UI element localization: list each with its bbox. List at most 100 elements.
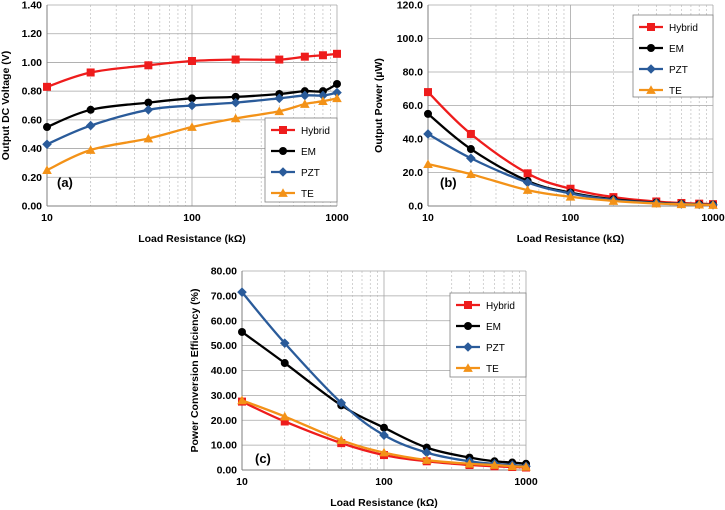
series-te xyxy=(423,159,718,209)
data-point xyxy=(280,359,289,368)
data-point xyxy=(318,90,328,101)
y-tick-label: 70.00 xyxy=(211,290,237,302)
y-tick-label: 60.0 xyxy=(403,100,424,112)
data-point xyxy=(336,435,347,444)
y-tick-label: 80.0 xyxy=(403,67,424,79)
legend-label: PZT xyxy=(301,168,320,179)
y-tick-label: 0.00 xyxy=(217,465,238,477)
y-tick-label: 80.00 xyxy=(211,266,237,278)
data-point xyxy=(274,106,285,116)
data-point xyxy=(380,423,388,432)
data-point xyxy=(231,55,240,64)
data-point xyxy=(237,395,247,405)
chart-output-dc-voltage: 0.00 0.20 0.40 0.60 0.80 1.00 1.20 1.40 10 100 100… xyxy=(0,0,350,250)
data-point xyxy=(421,447,432,458)
data-point xyxy=(521,461,531,471)
series-hybrid xyxy=(43,49,341,91)
data-point xyxy=(143,105,154,115)
data-point xyxy=(379,430,389,440)
data-point xyxy=(187,100,197,111)
data-point xyxy=(188,94,196,103)
legend-label: EM xyxy=(301,147,316,158)
x-axis-title: Load Resistance (kΩ) xyxy=(517,233,625,245)
legend: Hybrid EM PZT TE xyxy=(632,14,714,98)
data-point xyxy=(336,398,347,408)
x-tick-label: 10 xyxy=(422,212,434,224)
data-point xyxy=(523,169,532,178)
axes: 0.00 10.00 20.00 30.00 40.00 50.00 60.00 70.00 8… xyxy=(189,266,538,510)
panel-label: (c) xyxy=(255,451,271,466)
x-axis-title: Load Resistance (kΩ) xyxy=(330,497,438,509)
data-point xyxy=(421,455,432,464)
y-tick-label: 0.80 xyxy=(22,86,43,98)
legend-label: TE xyxy=(301,189,314,200)
axes: 0.0 20.0 40.0 60.0 80.0 100.0 120.0 10 100 1000 Lo… xyxy=(373,0,725,245)
data-point xyxy=(332,87,342,98)
data-point xyxy=(379,447,389,457)
legend-marker xyxy=(464,301,472,309)
data-point xyxy=(422,443,431,452)
legend-marker xyxy=(463,342,473,352)
data-point xyxy=(85,145,96,154)
y-tick-label: 0.20 xyxy=(22,172,43,184)
legend-box xyxy=(632,14,714,98)
chart-a-svg: 0.00 0.20 0.40 0.60 0.80 1.00 1.20 1.40 10 100 100… xyxy=(0,0,349,245)
x-axis-title: Load Resistance (kΩ) xyxy=(138,233,246,245)
legend-label: PZT xyxy=(486,343,505,354)
data-point xyxy=(694,199,704,209)
panel-label: (a) xyxy=(57,175,73,190)
x-tick-label: 100 xyxy=(183,212,201,224)
x-tick-label: 10 xyxy=(236,476,248,488)
legend-label: TE xyxy=(486,364,499,375)
chart-c-svg: 0.00 10.00 20.00 30.00 40.00 50.00 60.00 70.00 8… xyxy=(189,266,538,510)
data-point xyxy=(144,98,153,107)
data-point xyxy=(85,120,96,131)
legend-marker xyxy=(279,147,287,155)
legend-box xyxy=(264,117,338,203)
data-point xyxy=(300,52,309,61)
legend-marker xyxy=(463,363,473,372)
data-point xyxy=(464,458,475,468)
data-point xyxy=(188,56,196,65)
data-point xyxy=(676,199,687,209)
data-point xyxy=(318,51,327,60)
data-point xyxy=(300,99,310,108)
legend-label: Hybrid xyxy=(301,126,330,137)
y-tick-label: 1.20 xyxy=(22,28,43,40)
legend-marker xyxy=(647,23,655,31)
y-tick-label: 30.00 xyxy=(211,390,237,402)
y-tick-label: 40.00 xyxy=(211,365,237,377)
data-point xyxy=(522,185,533,194)
series-te xyxy=(237,395,531,471)
data-point xyxy=(318,96,328,106)
data-point xyxy=(143,133,154,143)
legend-label: TE xyxy=(669,86,682,97)
data-point xyxy=(489,460,500,469)
x-tick-label: 10 xyxy=(41,212,53,224)
data-point xyxy=(86,105,95,114)
data-point xyxy=(333,49,341,58)
legend-marker xyxy=(646,85,656,94)
y-tick-label: 0.40 xyxy=(22,143,43,155)
data-point xyxy=(230,97,241,108)
y-tick-label: 0.00 xyxy=(22,201,43,213)
series-te xyxy=(42,93,342,174)
x-tick-label: 100 xyxy=(562,212,580,224)
legend-box xyxy=(449,292,527,378)
legend-label: EM xyxy=(669,44,684,55)
legend-label: Hybrid xyxy=(486,301,515,312)
legend-label: Hybrid xyxy=(669,23,698,34)
chart-power-conversion-efficiency: 0.00 10.00 20.00 30.00 40.00 50.00 60.00 70.00 8… xyxy=(185,263,540,510)
data-point xyxy=(86,68,95,77)
y-axis-title: Output Power (µW) xyxy=(373,58,385,153)
y-tick-label: 50.00 xyxy=(211,340,237,352)
series-pzt xyxy=(42,87,342,150)
chart-output-power: 0.0 20.0 40.0 60.0 80.0 100.0 120.0 10 100 1000 Lo… xyxy=(365,0,725,250)
y-tick-label: 10.00 xyxy=(211,440,237,452)
data-point xyxy=(42,139,52,150)
axes: 0.00 0.20 0.40 0.60 0.80 1.00 1.20 1.40 10 100 100… xyxy=(0,0,349,245)
data-point xyxy=(423,159,433,168)
legend: Hybrid EM PZT TE xyxy=(264,117,338,203)
data-point xyxy=(466,129,475,138)
data-point xyxy=(144,61,153,70)
